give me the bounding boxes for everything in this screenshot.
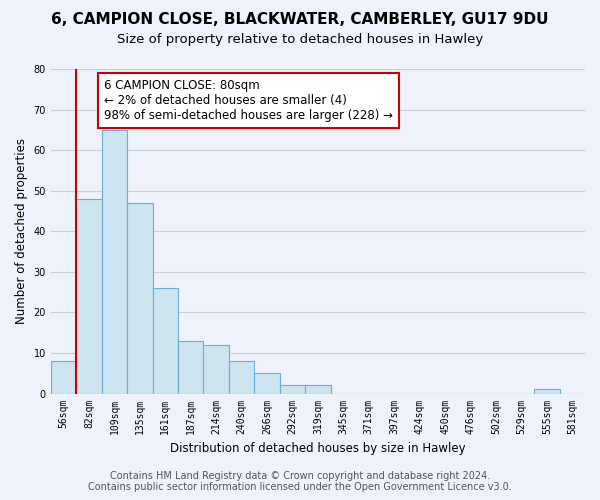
Text: 6 CAMPION CLOSE: 80sqm
← 2% of detached houses are smaller (4)
98% of semi-detac: 6 CAMPION CLOSE: 80sqm ← 2% of detached … bbox=[104, 78, 393, 122]
Bar bbox=[101, 130, 127, 394]
Bar bbox=[152, 288, 178, 394]
Bar bbox=[280, 386, 305, 394]
Bar bbox=[76, 199, 101, 394]
Text: 6, CAMPION CLOSE, BLACKWATER, CAMBERLEY, GU17 9DU: 6, CAMPION CLOSE, BLACKWATER, CAMBERLEY,… bbox=[51, 12, 549, 28]
Text: Contains HM Land Registry data © Crown copyright and database right 2024.
Contai: Contains HM Land Registry data © Crown c… bbox=[88, 471, 512, 492]
Bar bbox=[203, 345, 229, 394]
X-axis label: Distribution of detached houses by size in Hawley: Distribution of detached houses by size … bbox=[170, 442, 466, 455]
Bar bbox=[534, 390, 560, 394]
Bar bbox=[254, 374, 280, 394]
Bar bbox=[305, 386, 331, 394]
Y-axis label: Number of detached properties: Number of detached properties bbox=[15, 138, 28, 324]
Text: Size of property relative to detached houses in Hawley: Size of property relative to detached ho… bbox=[117, 32, 483, 46]
Bar bbox=[229, 361, 254, 394]
Bar bbox=[127, 203, 152, 394]
Bar bbox=[51, 361, 76, 394]
Bar bbox=[178, 341, 203, 394]
